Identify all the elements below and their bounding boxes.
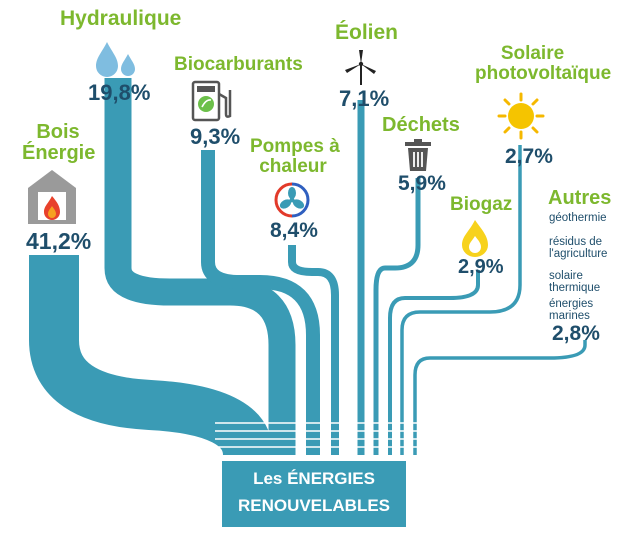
label-dechets: Déchets (382, 114, 460, 136)
value-eolien: 7,1% (339, 86, 390, 111)
flame-icon (462, 220, 488, 257)
autres-item-marines-line1: énergies (549, 298, 594, 310)
autres-item-marines-line2: marines (549, 310, 590, 322)
autres-item-solaire-line1: solaire (549, 270, 583, 282)
renewables-title-box: Les ÉNERGIES RENOUVELABLES (222, 461, 406, 527)
value-bois: 41,2% (26, 228, 92, 254)
flow-pompes (288, 245, 339, 455)
heat-pump-fan-icon (274, 182, 310, 218)
label-solaire: Solaire photovoltaïque (475, 43, 612, 84)
label-solaire-line1: Solaire (500, 43, 565, 64)
fireplace-icon (28, 170, 76, 224)
label-eolien: Éolien (335, 21, 399, 44)
label-pompes-line2: chaleur (259, 155, 327, 177)
center-line1: Les ÉNERGIES (253, 469, 375, 488)
autres-item-geothermie: géothermie (549, 212, 607, 224)
label-pompes: Pompes à chaleur (250, 136, 340, 177)
label-biogaz: Biogaz (450, 194, 513, 215)
label-pompes-line1: Pompes à (250, 136, 340, 157)
label-bois: Bois Énergie (22, 121, 96, 164)
value-dechets: 5,9% (398, 172, 446, 195)
center-line2: RENOUVELABLES (237, 496, 391, 515)
autres-item-residus-line2: l'agriculture (549, 248, 608, 260)
autres-item-residus-line1: résidus de (549, 236, 603, 248)
value-pompes: 8,4% (270, 219, 318, 242)
water-drops-icon (96, 42, 135, 77)
fuel-pump-leaf-icon (191, 80, 232, 122)
autres-item-solaire-line2: thermique (549, 282, 601, 294)
wind-turbine-icon (345, 50, 376, 85)
label-autres: Autres (548, 187, 612, 209)
sun-icon (497, 92, 545, 140)
flow-biocarburants (201, 150, 320, 455)
value-biocarburants: 9,3% (190, 124, 241, 149)
trash-bin-icon (405, 139, 431, 171)
flow-hydraulique (104, 78, 296, 455)
flow-dechets (373, 178, 421, 455)
label-bois-line2: Énergie (22, 142, 96, 164)
flow-separators (215, 422, 420, 448)
label-solaire-line2: photovoltaïque (475, 62, 612, 84)
label-biocarburants: Biocarburants (174, 54, 303, 75)
value-hydraulique: 19,8% (88, 80, 151, 105)
value-autres: 2,8% (552, 322, 600, 345)
label-bois-line1: Bois (36, 121, 80, 143)
flow-autres (413, 340, 587, 455)
value-solaire: 2,7% (505, 145, 553, 168)
value-biogaz: 2,9% (458, 256, 504, 278)
label-hydraulique: Hydraulique (60, 7, 182, 30)
flow-solaire (400, 145, 522, 455)
flow-biogaz (388, 270, 480, 455)
